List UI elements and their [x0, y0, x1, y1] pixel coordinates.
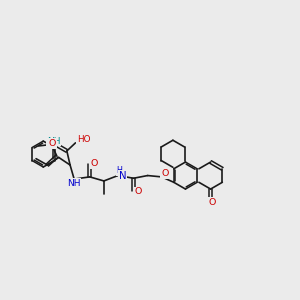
Text: O: O: [208, 198, 216, 207]
Text: NH: NH: [67, 179, 80, 188]
Text: HO: HO: [77, 135, 91, 144]
Text: H: H: [116, 166, 122, 175]
Text: O: O: [49, 139, 56, 148]
Text: NH: NH: [47, 137, 60, 146]
Text: O: O: [135, 187, 142, 196]
Text: O: O: [91, 159, 98, 168]
Text: N: N: [119, 170, 127, 181]
Text: O: O: [161, 169, 169, 178]
